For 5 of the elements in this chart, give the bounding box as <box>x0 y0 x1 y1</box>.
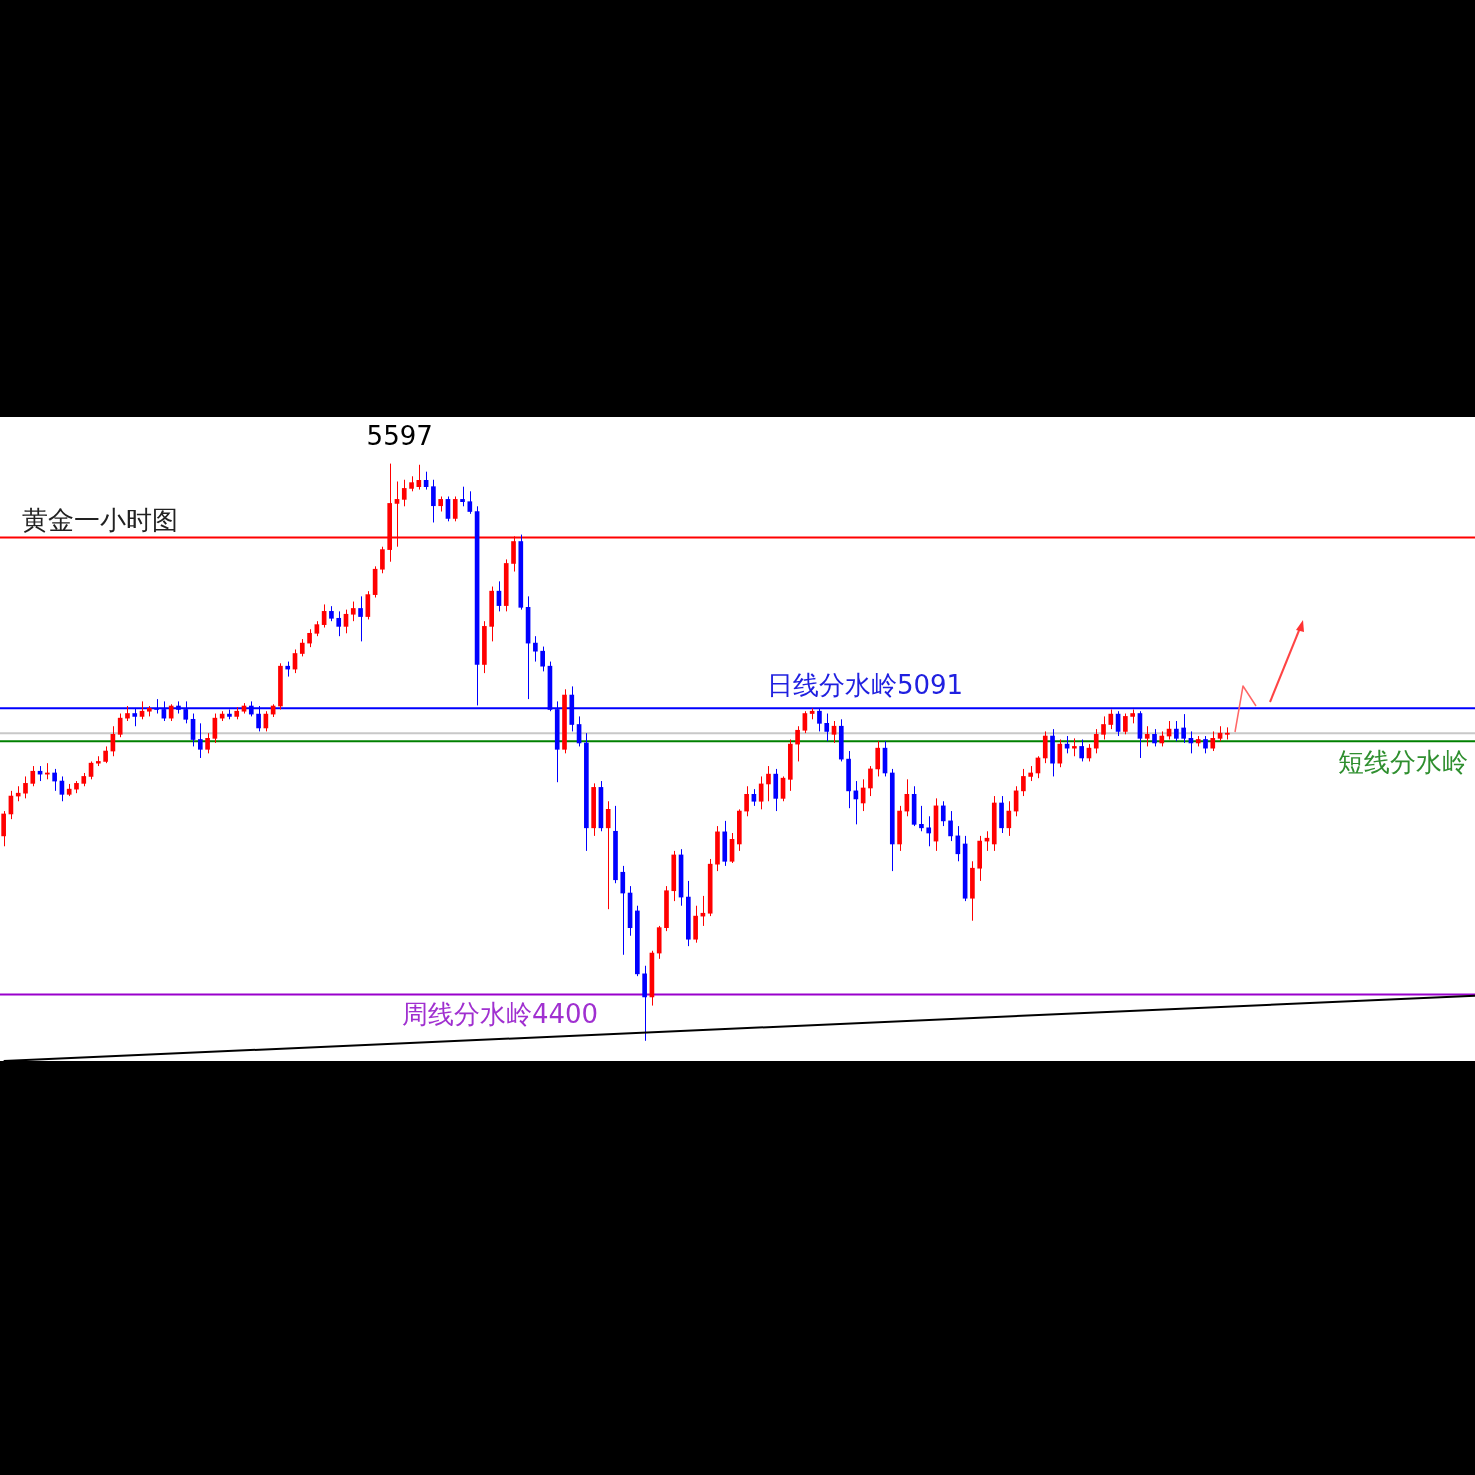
ref-line-label: 日线分水岭5091 <box>766 670 964 701</box>
ref-line-label: 周线分水岭4400 <box>401 998 599 1029</box>
text: 黄金一小时图 <box>22 505 178 536</box>
text: 5597 <box>366 421 433 452</box>
ref-line-label: 短线分水岭 <box>1338 747 1468 778</box>
